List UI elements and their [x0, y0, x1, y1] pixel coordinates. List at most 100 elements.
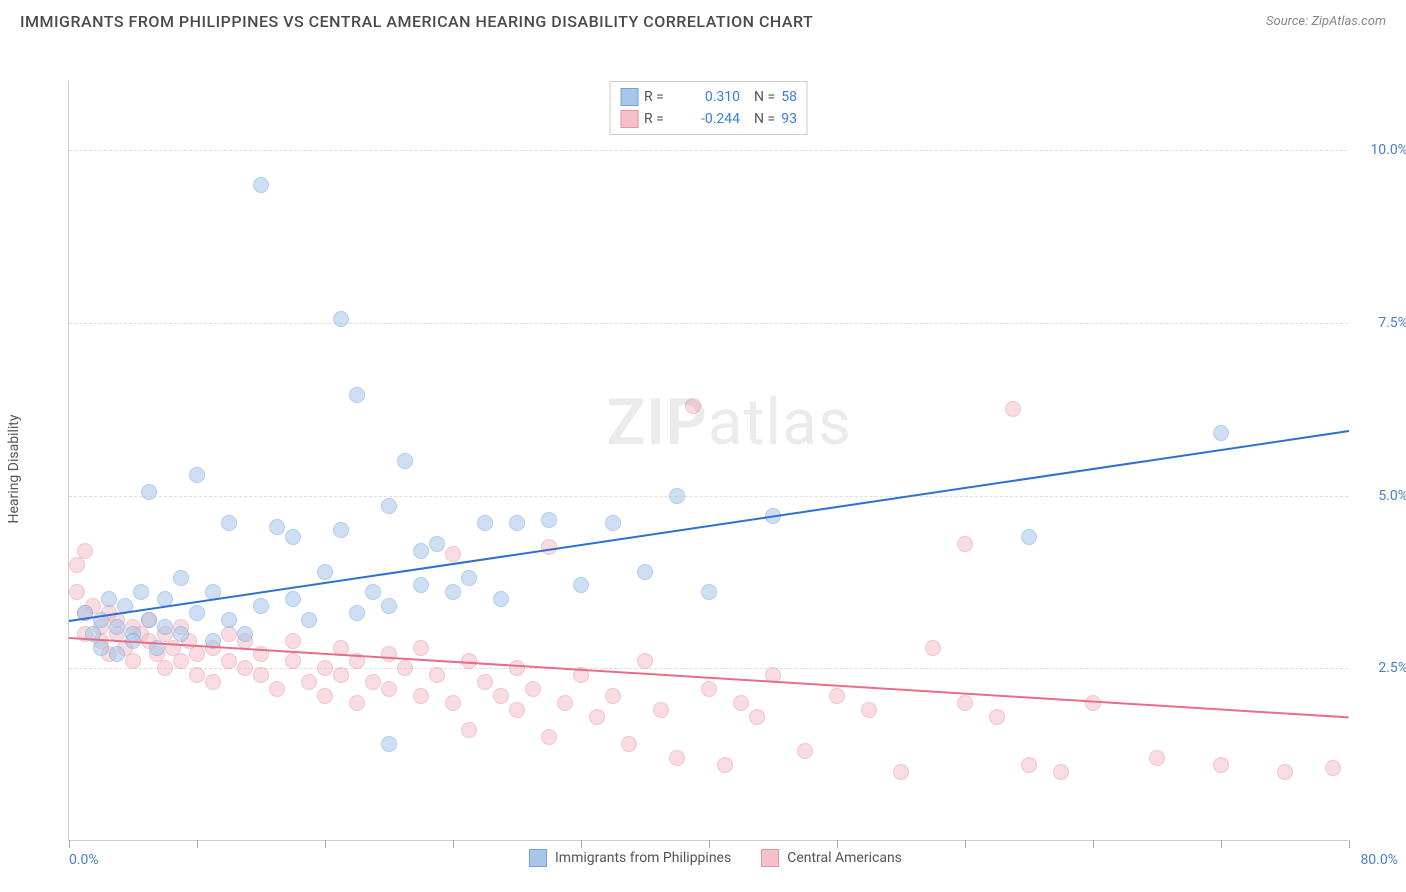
scatter-point-philippines [397, 453, 413, 469]
gridline [69, 150, 1348, 151]
scatter-point-philippines [301, 612, 317, 628]
scatter-point-central [301, 674, 317, 690]
scatter-point-philippines [349, 387, 365, 403]
scatter-point-central [1053, 764, 1069, 780]
legend-item-central: Central Americans [761, 849, 902, 867]
gridline [69, 323, 1348, 324]
legend-swatch-central [620, 110, 638, 128]
n-value-central: 93 [781, 111, 797, 127]
scatter-point-central [925, 640, 941, 656]
scatter-point-central [365, 674, 381, 690]
scatter-point-philippines [573, 577, 589, 593]
scatter-point-central [317, 660, 333, 676]
x-tick [1349, 840, 1350, 848]
scatter-point-central [397, 660, 413, 676]
scatter-point-philippines [365, 584, 381, 600]
scatter-point-philippines [669, 488, 685, 504]
gridline [69, 496, 1348, 497]
scatter-point-central [429, 667, 445, 683]
scatter-point-philippines [253, 177, 269, 193]
scatter-point-philippines [477, 515, 493, 531]
scatter-point-central [269, 681, 285, 697]
legend-item-philippines: Immigrants from Philippines [529, 849, 731, 867]
x-tick [325, 840, 326, 848]
x-tick [709, 840, 710, 848]
scatter-point-philippines [317, 564, 333, 580]
scatter-point-philippines [285, 529, 301, 545]
x-tick [837, 840, 838, 848]
y-tick-label: 2.5% [1378, 660, 1406, 676]
scatter-point-central [653, 702, 669, 718]
scatter-point-philippines [173, 626, 189, 642]
x-min-label: 0.0% [69, 852, 99, 868]
scatter-point-central [669, 750, 685, 766]
plot-area: R =0.310N =58R =-0.244N =93 ZIPatlas 2.5… [68, 81, 1348, 841]
correlation-legend: R =0.310N =58R =-0.244N =93 [609, 81, 808, 135]
scatter-point-central [893, 764, 909, 780]
scatter-point-central [125, 653, 141, 669]
scatter-point-central [381, 646, 397, 662]
scatter-point-central [541, 729, 557, 745]
scatter-point-central [509, 702, 525, 718]
scatter-point-central [317, 688, 333, 704]
chart-header: IMMIGRANTS FROM PHILIPPINES VS CENTRAL A… [0, 0, 1406, 39]
legend-stat-row-philippines: R = 0.310 N = 58 [620, 86, 797, 108]
scatter-point-central [253, 667, 269, 683]
scatter-point-central [701, 681, 717, 697]
scatter-point-central [861, 702, 877, 718]
x-tick [453, 840, 454, 848]
source-label: Source: [1266, 14, 1308, 29]
x-tick [1221, 840, 1222, 848]
scatter-point-central [957, 536, 973, 552]
r-label: R = [644, 89, 674, 105]
scatter-point-central [77, 543, 93, 559]
scatter-point-philippines [93, 640, 109, 656]
n-label: N = [754, 111, 775, 127]
scatter-point-philippines [109, 619, 125, 635]
scatter-point-central [1325, 760, 1341, 776]
scatter-point-philippines [429, 536, 445, 552]
scatter-point-philippines [221, 515, 237, 531]
scatter-point-central [285, 653, 301, 669]
scatter-point-central [205, 674, 221, 690]
n-label: N = [754, 89, 775, 105]
scatter-point-philippines [637, 564, 653, 580]
scatter-point-central [189, 646, 205, 662]
scatter-point-philippines [141, 612, 157, 628]
scatter-point-philippines [221, 612, 237, 628]
scatter-point-philippines [157, 619, 173, 635]
x-tick [965, 840, 966, 848]
scatter-point-philippines [173, 570, 189, 586]
scatter-point-central [445, 546, 461, 562]
scatter-point-philippines [493, 591, 509, 607]
r-value-philippines: 0.310 [680, 89, 740, 105]
y-tick-label: 5.0% [1378, 488, 1406, 504]
scatter-point-central [237, 660, 253, 676]
scatter-point-central [381, 681, 397, 697]
x-tick [197, 840, 198, 848]
scatter-point-central [461, 722, 477, 738]
scatter-point-central [333, 667, 349, 683]
scatter-point-philippines [285, 591, 301, 607]
scatter-point-central [749, 709, 765, 725]
scatter-point-central [509, 660, 525, 676]
scatter-point-philippines [133, 584, 149, 600]
x-tick [69, 840, 70, 848]
scatter-point-central [221, 626, 237, 642]
scatter-point-philippines [333, 522, 349, 538]
scatter-point-central [957, 695, 973, 711]
scatter-point-central [557, 695, 573, 711]
scatter-point-central [989, 709, 1005, 725]
scatter-point-central [829, 688, 845, 704]
n-value-philippines: 58 [781, 89, 797, 105]
scatter-point-central [413, 640, 429, 656]
scatter-point-philippines [141, 484, 157, 500]
scatter-point-philippines [237, 626, 253, 642]
scatter-point-philippines [381, 736, 397, 752]
scatter-point-philippines [509, 515, 525, 531]
scatter-point-central [173, 653, 189, 669]
legend-label-central: Central Americans [787, 850, 902, 866]
scatter-point-central [69, 557, 85, 573]
scatter-point-central [1213, 757, 1229, 773]
legend-stat-row-central: R =-0.244N =93 [620, 108, 797, 130]
